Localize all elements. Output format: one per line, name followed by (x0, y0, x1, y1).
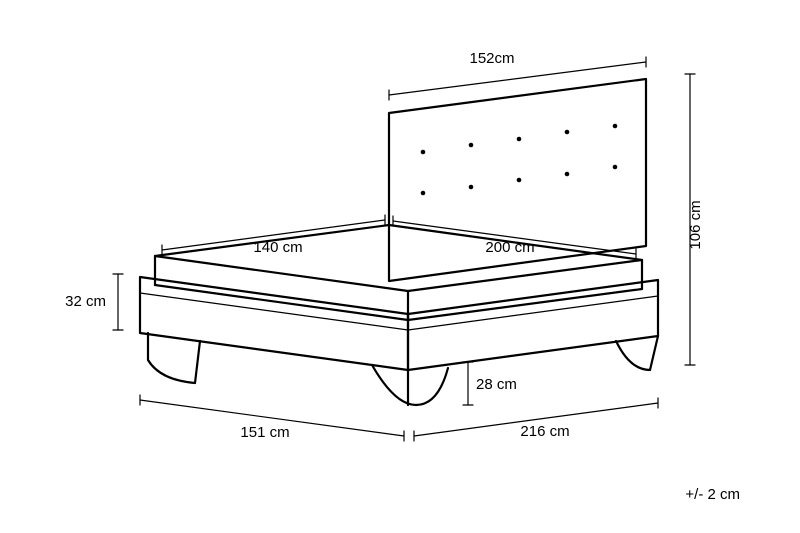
dim-side-rail-height: 32 cm (65, 274, 123, 330)
dim-overall-height: 106 cm (685, 74, 704, 365)
dim-overall-height-label: 106 cm (687, 200, 704, 249)
dim-mattress-width-label: 140 cm (253, 239, 302, 256)
tolerance-note: +/- 2 cm (685, 486, 740, 503)
dim-leg-height-label: 28 cm (476, 376, 517, 393)
dim-footboard-width-label: 151 cm (240, 424, 289, 441)
dim-headboard-width-label: 152cm (469, 50, 514, 67)
dim-side-rail-height-label: 32 cm (65, 293, 106, 310)
diagram-svg: 152cm 106 cm 140 cm 200 cm 32 cm 28 cm (0, 0, 800, 533)
dim-overall-length: 216 cm (414, 398, 658, 441)
bed-dimension-diagram: { "diagram": { "type": "technical-line-d… (0, 0, 800, 533)
mattress-top (155, 225, 642, 291)
headboard-tufts (421, 124, 618, 196)
dim-overall-length-label: 216 cm (520, 423, 569, 440)
dim-mattress-length-label: 200 cm (485, 239, 534, 256)
dim-leg-height: 28 cm (463, 362, 517, 405)
footboard-rail (140, 277, 408, 370)
leg-front-center (372, 365, 448, 405)
dim-footboard-width: 151 cm (140, 395, 404, 441)
dim-headboard-width: 152cm (389, 50, 646, 100)
